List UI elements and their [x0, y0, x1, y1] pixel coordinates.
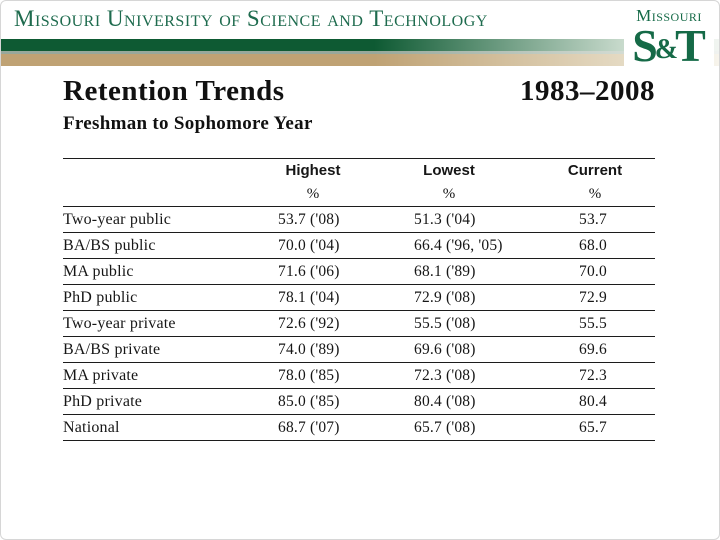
lowest-percent-sign: % [442, 186, 456, 203]
lowest-cell: 51.3 ('04) [414, 206, 579, 233]
logo-s: S [632, 20, 658, 71]
highest-cell: 72.6 ('92) [278, 310, 414, 337]
logo-ampersand: & [654, 34, 679, 65]
current-column-header: Current% [568, 158, 655, 207]
current-cell: 72.9 [579, 284, 655, 311]
university-wordmark: Missouri University of Science and Techn… [14, 6, 488, 31]
current-cell: 70.0 [579, 258, 655, 285]
row-label: MA private [63, 362, 278, 389]
lowest-cell: 66.4 ('96, '05) [414, 232, 579, 259]
lowest-header-label: Lowest [423, 162, 475, 180]
lowest-cell: 68.1 ('89) [414, 258, 579, 285]
current-cell: 53.7 [579, 206, 655, 233]
current-cell: 68.0 [579, 232, 655, 259]
logo-t: T [675, 20, 706, 71]
lowest-cell: 72.3 ('08) [414, 362, 579, 389]
highest-cell: 70.0 ('04) [278, 232, 414, 259]
retention-table: Highest% Lowest% Current% Two-year publi… [63, 158, 655, 441]
table-row: PhD private 85.0 ('85) 80.4 ('08) 80.4 [63, 388, 655, 415]
lowest-cell: 55.5 ('08) [414, 310, 579, 337]
row-label: Two-year private [63, 310, 278, 337]
empty-header-cell [63, 158, 278, 207]
current-cell: 55.5 [579, 310, 655, 337]
silver-accent-bar [1, 51, 719, 54]
current-cell: 72.3 [579, 362, 655, 389]
table-row: National 68.7 ('07) 65.7 ('08) 65.7 [63, 414, 655, 441]
row-label: BA/BS public [63, 232, 278, 259]
table-row: Two-year public 53.7 ('08) 51.3 ('04) 53.7 [63, 206, 655, 233]
page-title: Retention Trends [63, 75, 285, 107]
lowest-cell: 69.6 ('08) [414, 336, 579, 363]
table-row: PhD public 78.1 ('04) 72.9 ('08) 72.9 [63, 284, 655, 311]
current-cell: 69.6 [579, 336, 655, 363]
page-subtitle: Freshman to Sophomore Year [63, 113, 313, 134]
row-label: National [63, 414, 278, 441]
table-row: BA/BS public 70.0 ('04) 66.4 ('96, '05) 68.… [63, 232, 655, 259]
logo-missouri-text: Missouri [636, 6, 702, 25]
lowest-cell: 80.4 ('08) [414, 388, 579, 415]
current-cell: 80.4 [579, 388, 655, 415]
highest-cell: 74.0 ('89) [278, 336, 414, 363]
current-cell: 65.7 [579, 414, 655, 441]
lowest-column-header: Lowest% [414, 158, 579, 207]
highest-percent-sign: % [306, 186, 320, 203]
highest-cell: 71.6 ('06) [278, 258, 414, 285]
retention-table-body: Two-year public 53.7 ('08) 51.3 ('04) 53.7 B… [63, 206, 655, 441]
lowest-cell: 72.9 ('08) [414, 284, 579, 311]
row-label: PhD public [63, 284, 278, 311]
highest-header-label: Highest [285, 162, 341, 180]
green-accent-bar [1, 39, 719, 51]
title-year-range: 1983–2008 [520, 75, 655, 107]
row-label: Two-year public [63, 206, 278, 233]
current-percent-sign: % [588, 186, 602, 203]
table-row: BA/BS private 74.0 ('89) 69.6 ('08) 69.6 [63, 336, 655, 363]
table-row: MA private 78.0 ('85) 72.3 ('08) 72.3 [63, 362, 655, 389]
highest-cell: 53.7 ('08) [278, 206, 414, 233]
table-row: Two-year private 72.6 ('92) 55.5 ('08) 55.5 [63, 310, 655, 337]
row-label: BA/BS private [63, 336, 278, 363]
highest-cell: 68.7 ('07) [278, 414, 414, 441]
table-header-row: Highest% Lowest% Current% [63, 158, 655, 207]
logo-st-text: S&T [632, 23, 706, 69]
highest-column-header: Highest% [278, 158, 414, 207]
row-label: PhD private [63, 388, 278, 415]
highest-cell: 78.0 ('85) [278, 362, 414, 389]
current-header-label: Current [567, 162, 623, 180]
highest-cell: 85.0 ('85) [278, 388, 414, 415]
row-label: MA public [63, 258, 278, 285]
tan-accent-bar [1, 54, 719, 66]
highest-cell: 78.1 ('04) [278, 284, 414, 311]
lowest-cell: 65.7 ('08) [414, 414, 579, 441]
title-row: Retention Trends 1983–2008 [63, 75, 655, 108]
missouri-st-logo: Missouri S&T [624, 1, 714, 78]
table-row: MA public 71.6 ('06) 68.1 ('89) 70.0 [63, 258, 655, 285]
